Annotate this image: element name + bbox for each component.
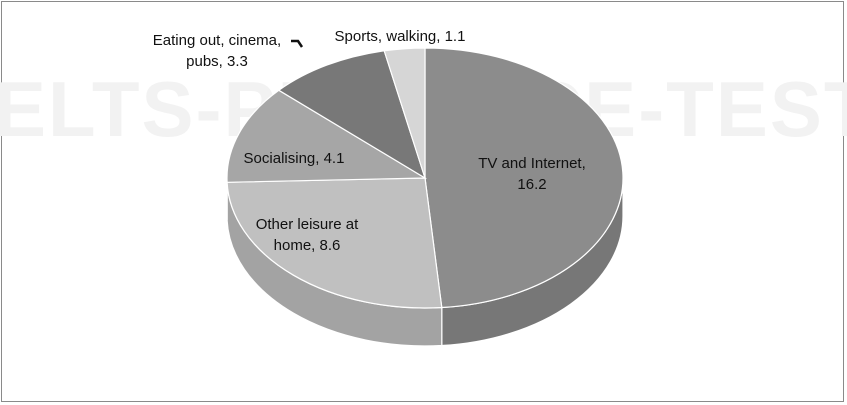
pie-label-line: 16.2 bbox=[517, 176, 546, 193]
pie-label-sports: Sports, walking, 1.1 bbox=[335, 28, 466, 45]
pie-label-line: TV and Internet, bbox=[478, 155, 586, 172]
pie-label-line: home, 8.6 bbox=[274, 237, 341, 254]
pie-label-line: Other leisure at bbox=[256, 216, 359, 233]
pie-label-other-leisure: Other leisure at home, 8.6 bbox=[256, 216, 359, 254]
pie-label-socialising: Socialising, 4.1 bbox=[244, 150, 345, 167]
pie-label-line: pubs, 3.3 bbox=[186, 53, 248, 70]
pie-slice-tv bbox=[424, 47, 624, 309]
pie-slice-sports bbox=[383, 47, 426, 179]
leader-line-eating-out bbox=[291, 39, 304, 48]
pie-label-line: Socialising, 4.1 bbox=[244, 150, 345, 167]
pie-label-tv: TV and Internet, 16.2 bbox=[478, 155, 586, 193]
pie-label-line: Eating out, cinema, bbox=[153, 32, 281, 49]
pie-slice-eating-out bbox=[277, 50, 427, 180]
pie-slice-socialising bbox=[226, 89, 428, 183]
pie-top bbox=[226, 47, 624, 309]
pie-labels: TV and Internet, 16.2 Other leisure at home… bbox=[153, 28, 586, 254]
pie-slice-other-leisure bbox=[226, 177, 443, 309]
pie-label-line: Sports, walking, 1.1 bbox=[335, 28, 466, 45]
pie-label-eating-out: Eating out, cinema, pubs, 3.3 bbox=[153, 32, 281, 70]
